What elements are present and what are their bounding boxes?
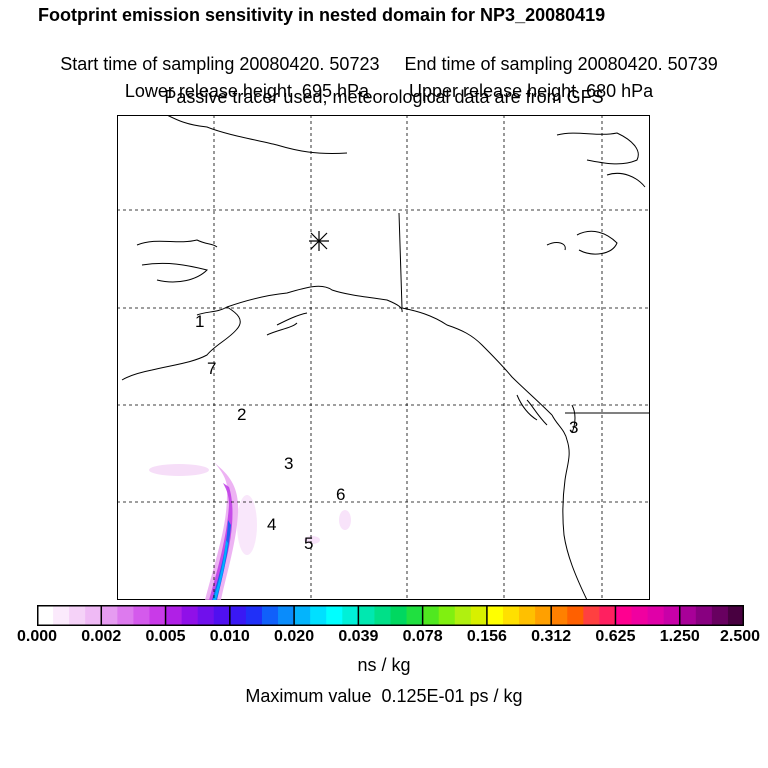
colorbar-cell xyxy=(261,605,279,626)
map-title: Footprint emission sensitivity in nested… xyxy=(38,5,606,25)
colorbar-cell xyxy=(181,605,199,626)
colorbar-cell xyxy=(245,605,263,626)
colorbar-cell xyxy=(165,605,183,626)
colorbar-cell xyxy=(117,605,134,626)
colorbar-cell xyxy=(567,605,584,626)
site-label-extra: 3 xyxy=(569,418,578,437)
colorbar-tick-label: 0.000 xyxy=(16,628,58,645)
colorbar-cell xyxy=(101,605,118,626)
colorbar-cell xyxy=(326,605,343,626)
graticule xyxy=(117,115,650,600)
colorbar-cell xyxy=(149,605,167,626)
colorbar-cell xyxy=(454,605,472,626)
colorbar-cell xyxy=(213,605,231,626)
colorbar-units: ns / kg xyxy=(357,655,411,675)
start-time-text: Start time of sampling 20080420. 50723 xyxy=(60,54,380,74)
colorbar-cell xyxy=(663,605,681,626)
colorbar-cell xyxy=(197,605,215,626)
colorbar-cell xyxy=(229,605,247,626)
release-point-asterisk xyxy=(309,231,329,251)
colorbar-cell xyxy=(438,605,456,626)
emission-plume xyxy=(149,460,351,600)
end-time-text: End time of sampling 20080420. 50739 xyxy=(404,54,718,74)
colorbar-cell xyxy=(422,605,440,626)
colorbar-tick-label: 0.039 xyxy=(338,628,379,645)
tracer-note: Passive tracer used, meteorological data… xyxy=(164,87,604,107)
colorbar-cell xyxy=(695,605,713,626)
colorbar-cell xyxy=(470,605,488,626)
colorbar-cell xyxy=(294,605,311,626)
colorbar-cell xyxy=(390,605,408,626)
colorbar-cell xyxy=(519,605,536,626)
site-label-2: 2 xyxy=(237,405,246,424)
site-label-1: 1 xyxy=(195,312,204,331)
colorbar-tick-label: 0.078 xyxy=(402,628,443,645)
maximum-value-text: Maximum value 0.125E-01 ps / kg xyxy=(245,686,523,706)
colorbar-cell xyxy=(647,605,665,626)
colorbar-cell xyxy=(85,605,102,626)
colorbar-cell xyxy=(599,605,616,626)
colorbar-tick-label: 0.312 xyxy=(531,628,572,645)
borders xyxy=(398,212,650,414)
colorbar-tick-label: 0.020 xyxy=(274,628,315,645)
colorbar-tick-label: 0.010 xyxy=(209,628,250,645)
colorbar-cell xyxy=(631,605,649,626)
coastlines xyxy=(121,115,588,600)
release-heights: Lower release height 695 hPa Upper relea… xyxy=(0,60,768,102)
colorbar-cell xyxy=(374,605,391,626)
upper-height-text: Upper release height 680 hPa xyxy=(409,81,654,101)
colorbar-cell xyxy=(615,605,633,626)
site-label-3: 3 xyxy=(284,454,293,473)
colorbar-cell xyxy=(278,605,295,626)
lower-height-text: Lower release height 695 hPa xyxy=(124,81,369,101)
colorbar-frame xyxy=(37,605,744,626)
colorbar-cell xyxy=(583,605,600,626)
colorbar-cell xyxy=(679,605,697,626)
colorbar-cell xyxy=(551,605,568,626)
site-label-6: 6 xyxy=(336,485,345,504)
colorbar xyxy=(37,605,744,626)
site-label-7: 7 xyxy=(207,359,216,378)
site-label-4: 4 xyxy=(267,515,276,534)
colorbar-cell xyxy=(133,605,150,626)
colorbar-cell xyxy=(358,605,375,626)
colorbar-tick-label: 0.005 xyxy=(145,628,186,645)
map-frame xyxy=(117,115,650,600)
arctic-islands xyxy=(546,132,646,255)
footprint-map: 1 7 2 3 6 4 5 3 xyxy=(117,115,650,600)
colorbar-cell xyxy=(53,605,70,626)
colorbar-tick-label: 2.500 xyxy=(719,628,761,645)
colorbar-cell xyxy=(342,605,359,626)
colorbar-cell xyxy=(69,605,86,626)
colorbar-cell xyxy=(502,605,520,626)
sampling-times: Start time of sampling 20080420. 50723 E… xyxy=(0,33,768,75)
colorbar-cell xyxy=(486,605,504,626)
colorbar-cell xyxy=(310,605,327,626)
colorbar-tick-label: 0.156 xyxy=(466,628,507,645)
site-label-5: 5 xyxy=(304,534,313,553)
colorbar-cell xyxy=(37,605,54,626)
colorbar-cell xyxy=(406,605,424,626)
colorbar-tick-label: 0.002 xyxy=(81,628,122,645)
colorbar-cell xyxy=(727,605,744,626)
colorbar-cell xyxy=(711,605,729,626)
colorbar-tick-label: 0.625 xyxy=(595,628,636,645)
colorbar-tick-label: 1.250 xyxy=(659,628,700,645)
colorbar-cell xyxy=(535,605,552,626)
